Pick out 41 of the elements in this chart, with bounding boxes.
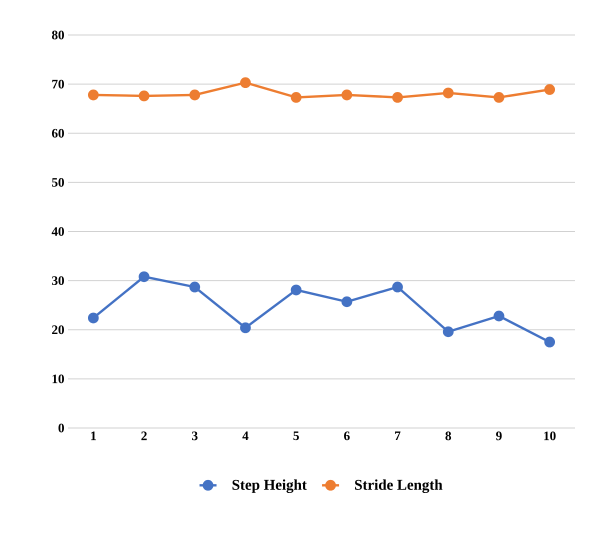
point [392, 92, 403, 103]
point [392, 282, 403, 292]
point [189, 90, 200, 100]
point [494, 92, 504, 103]
y-tick-label: 30 [52, 276, 64, 285]
point [138, 90, 150, 102]
point [88, 90, 99, 100]
point [88, 312, 99, 324]
x-tick-label: 3 [192, 432, 198, 440]
legend-label: Step Height [232, 479, 307, 494]
y-tick-label: 80 [52, 30, 64, 40]
y-tick-label: 0 [58, 424, 64, 432]
x-tick-label: 8 [445, 432, 452, 440]
point [341, 90, 352, 100]
x-tick-label: 6 [344, 432, 350, 440]
point [442, 88, 454, 98]
x-tick-label: 10 [544, 432, 556, 440]
point [290, 284, 302, 296]
point [138, 271, 150, 282]
y-tick-label: 40 [52, 227, 64, 236]
x-tick-label: 4 [242, 432, 248, 440]
x-tick-label: 9 [496, 432, 502, 440]
x-tick-label: 1 [91, 432, 96, 440]
point [442, 326, 454, 338]
point [341, 296, 352, 308]
point [240, 77, 251, 88]
x-tick-label: 5 [293, 432, 299, 440]
point [240, 322, 251, 334]
y-tick-label: 50 [52, 178, 64, 187]
x-tick-label: 7 [395, 432, 400, 440]
y-tick-label: 20 [52, 325, 64, 334]
legend-label: Stride Length [355, 479, 442, 494]
x-tick-label: 2 [141, 432, 147, 440]
point [544, 84, 556, 95]
point [189, 282, 200, 292]
point [494, 310, 504, 322]
y-tick-label: 10 [52, 374, 64, 384]
y-tick-label: 70 [52, 80, 64, 88]
point [290, 92, 302, 103]
y-tick-label: 60 [52, 128, 64, 138]
point [544, 336, 556, 348]
